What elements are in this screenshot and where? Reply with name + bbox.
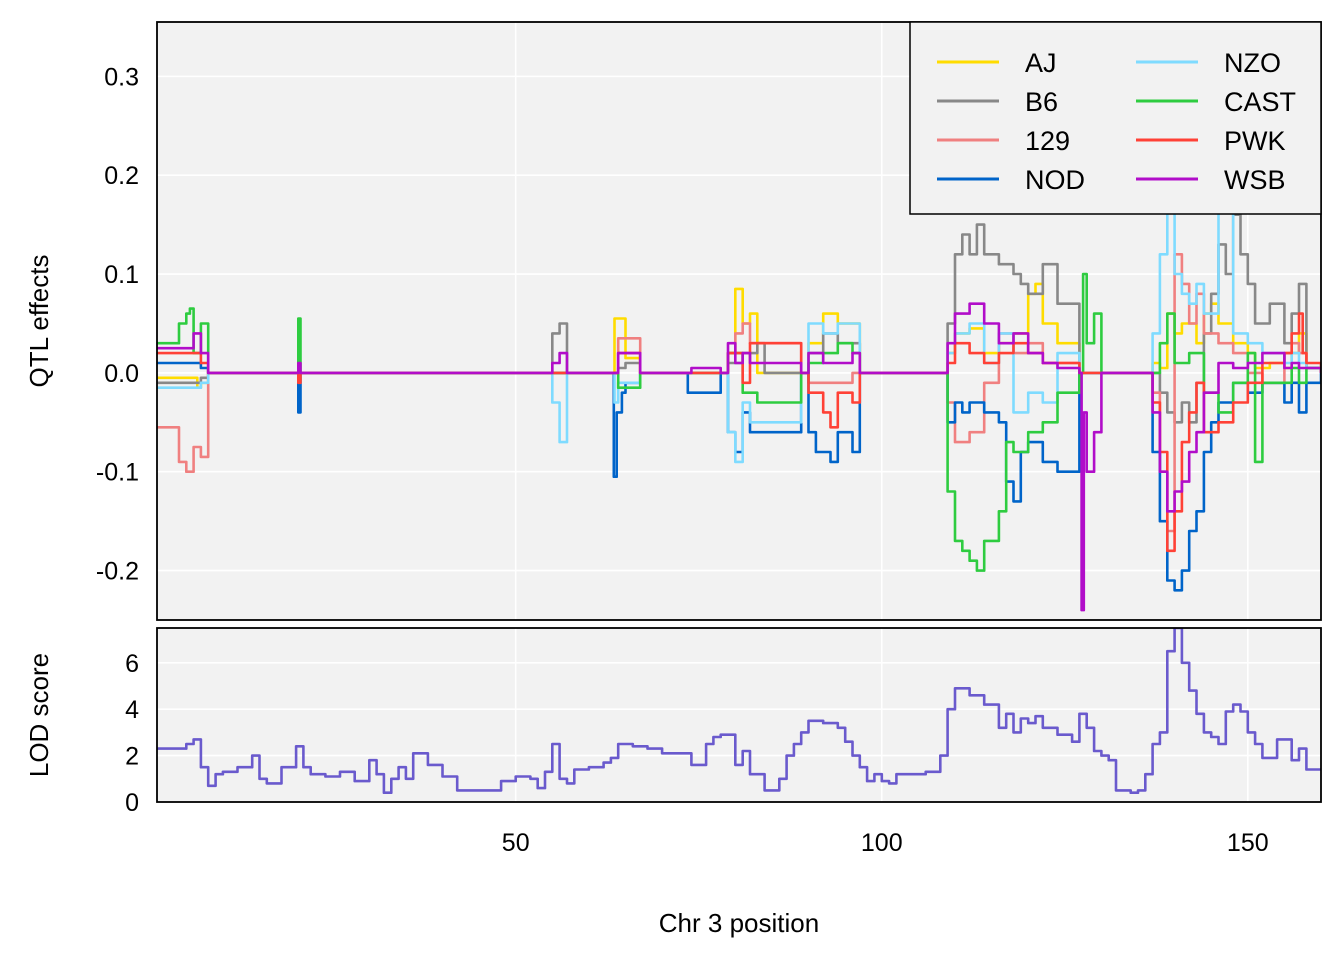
legend-label-cast: CAST xyxy=(1224,87,1296,117)
legend-label-b6: B6 xyxy=(1025,87,1058,117)
legend-label-wsb: WSB xyxy=(1224,165,1286,195)
series-line-129 xyxy=(157,253,1321,533)
y-tick-label: 6 xyxy=(125,650,139,678)
legend-label-aj: AJ xyxy=(1025,48,1057,78)
lod-y-axis-title: LOD score xyxy=(24,653,54,777)
effects-y-axis-title: QTL effects xyxy=(24,255,54,388)
effects-y-tick-labels: -0.2 -0.1 0.0 0.1 0.2 0.3 xyxy=(96,63,139,585)
y-tick-label: 4 xyxy=(125,696,139,724)
y-tick-label: 0 xyxy=(125,789,139,817)
legend-label-pwk: PWK xyxy=(1224,126,1286,156)
lod-series xyxy=(157,628,1321,794)
lod-panel: 0 2 4 6 LOD score xyxy=(24,627,1322,817)
lod-line xyxy=(157,628,1321,794)
legend-box xyxy=(909,21,1322,215)
y-tick-label: -0.2 xyxy=(96,558,139,586)
effects-series xyxy=(157,183,1321,612)
y-tick-label: 0.0 xyxy=(104,360,139,388)
legend-label-129: 129 xyxy=(1025,126,1070,156)
legend: AJ B6 129 NOD NZO CAST PWK WSB xyxy=(909,21,1322,215)
y-tick-label: 0.3 xyxy=(104,63,139,91)
lod-y-tick-labels: 0 2 4 6 xyxy=(125,650,139,817)
y-tick-label: 2 xyxy=(125,743,139,771)
x-tick-label: 100 xyxy=(861,829,903,857)
lod-plot-frame xyxy=(156,627,1322,803)
x-tick-label: 50 xyxy=(502,829,530,857)
legend-label-nzo: NZO xyxy=(1224,48,1281,78)
x-tick-label: 150 xyxy=(1227,829,1269,857)
y-tick-label: 0.2 xyxy=(104,162,139,190)
series-line-wsb xyxy=(157,302,1321,612)
effects-plot-frame xyxy=(156,21,1322,621)
y-tick-label: 0.1 xyxy=(104,261,139,289)
x-tick-labels: 50 100 150 xyxy=(502,829,1269,857)
series-line-nod xyxy=(157,361,1321,592)
legend-label-nod: NOD xyxy=(1025,165,1085,195)
x-axis-title: Chr 3 position xyxy=(659,908,819,938)
y-tick-label: -0.1 xyxy=(96,459,139,487)
